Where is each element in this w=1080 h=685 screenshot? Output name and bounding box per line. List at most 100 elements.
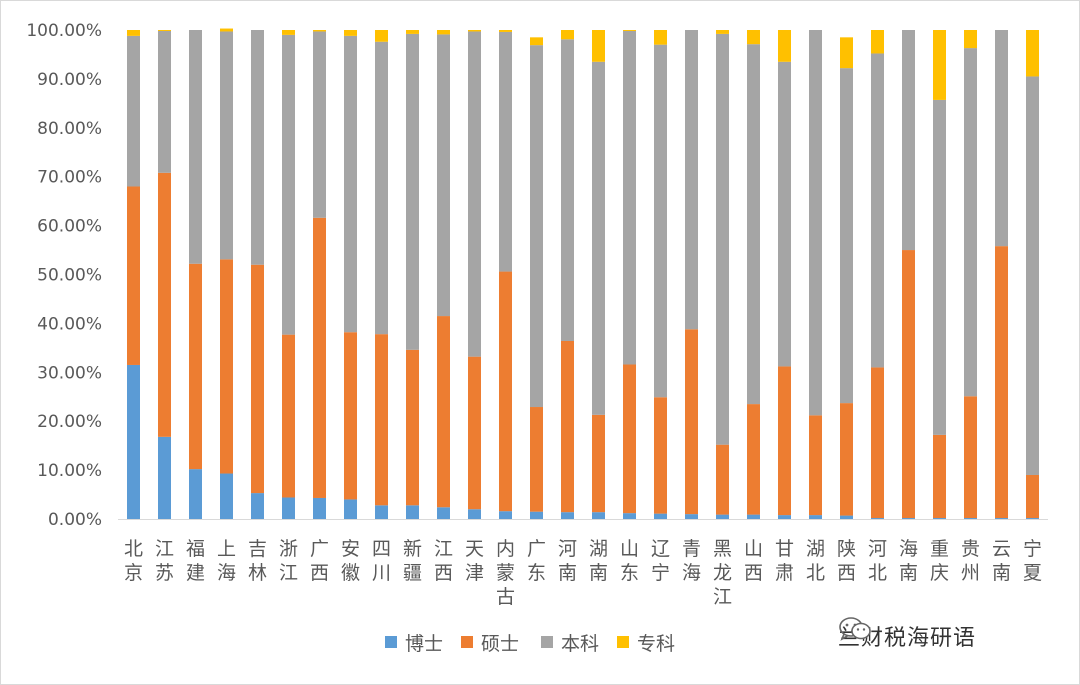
- bar-segment: [127, 30, 140, 36]
- bar-segment: [933, 434, 946, 519]
- bar-segment: [499, 511, 512, 519]
- bar-segment: [747, 30, 760, 45]
- bar-segment: [127, 364, 140, 519]
- legend-label: 硕士: [481, 633, 519, 655]
- y-tick-label: 0.00%: [48, 510, 102, 530]
- bar-segment: [964, 48, 977, 397]
- x-tick-label: 贵州: [961, 538, 980, 584]
- bar-segment: [778, 366, 791, 516]
- y-axis: 0.00% 10.00% 20.00% 30.00% 40.00% 50.00% 60.00…: [26, 21, 102, 530]
- x-tick-label: 山西: [744, 538, 763, 584]
- y-tick-label: 10.00%: [37, 461, 102, 481]
- bar-segment: [871, 30, 884, 54]
- bar-segment: [437, 34, 450, 317]
- bar-segment: [220, 473, 233, 519]
- bar-segment: [871, 53, 884, 368]
- bar-segment: [220, 28, 233, 32]
- bar-segment: [1026, 474, 1039, 519]
- legend-swatch: [617, 636, 629, 648]
- bar-segment: [623, 30, 636, 365]
- bar-segment: [995, 30, 1008, 247]
- x-tick-label: 湖北: [806, 538, 825, 584]
- y-tick-label: 60.00%: [37, 217, 102, 237]
- bar-segment: [809, 30, 822, 416]
- bar-segment: [127, 186, 140, 365]
- y-tick-label: 80.00%: [37, 119, 102, 139]
- bar-segment: [158, 30, 171, 173]
- bar-segment: [654, 513, 667, 519]
- bar-segment: [871, 367, 884, 519]
- bar-segment: [840, 68, 853, 404]
- bar-segment: [561, 39, 574, 342]
- legend-label: 本科: [561, 633, 599, 655]
- x-tick-label: 安徽: [341, 538, 360, 584]
- bar-segment: [654, 44, 667, 398]
- bar-segment: [530, 37, 543, 46]
- legend-swatch: [461, 636, 473, 648]
- bar-segment: [499, 31, 512, 272]
- x-tick-label: 广西: [310, 538, 329, 584]
- y-tick-label: 30.00%: [37, 363, 102, 383]
- x-tick-label: 四川: [372, 538, 391, 584]
- bar-segment: [344, 499, 357, 519]
- bar-segment: [747, 404, 760, 515]
- bar-segment: [623, 30, 636, 31]
- x-tick-label: 青海: [682, 538, 701, 584]
- bar-segment: [1026, 30, 1039, 77]
- bar-segment: [685, 30, 698, 330]
- watermark: 兰财税海研语: [838, 616, 976, 656]
- y-tick-label: 90.00%: [37, 70, 102, 90]
- bar-segment: [313, 497, 326, 519]
- bar-segment: [344, 332, 357, 500]
- bar-segment: [623, 364, 636, 514]
- bar-segment: [840, 37, 853, 69]
- bar-segment: [499, 271, 512, 512]
- x-tick-label: 江西: [434, 538, 453, 584]
- bar-segment: [499, 30, 512, 32]
- bar-segment: [530, 45, 543, 408]
- bars: [127, 28, 1039, 519]
- y-tick-label: 20.00%: [37, 412, 102, 432]
- bar-segment: [530, 511, 543, 519]
- legend-swatch: [541, 636, 553, 648]
- bar-segment: [747, 514, 760, 519]
- bar-segment: [344, 30, 357, 36]
- bar-segment: [189, 30, 202, 264]
- y-tick-label: 70.00%: [37, 168, 102, 188]
- x-tick-label: 天津: [465, 538, 484, 584]
- x-tick-label: 云南: [992, 538, 1011, 584]
- x-tick-label: 广东: [527, 538, 546, 584]
- x-tick-label: 北京: [124, 538, 143, 584]
- bar-segment: [809, 415, 822, 516]
- bar-segment: [406, 30, 419, 34]
- bar-segment: [127, 35, 140, 187]
- x-tick-label: 宁夏: [1023, 538, 1042, 584]
- bar-segment: [375, 505, 388, 519]
- bar-segment: [158, 172, 171, 437]
- bar-segment: [251, 493, 264, 519]
- bar-segment: [778, 515, 791, 519]
- bar-segment: [809, 515, 822, 519]
- bar-segment: [437, 30, 450, 35]
- bar-segment: [840, 515, 853, 519]
- x-tick-label: 湖南: [589, 538, 608, 584]
- bar-segment: [468, 509, 481, 519]
- x-tick-label: 上海: [217, 538, 236, 584]
- bar-segment: [840, 403, 853, 516]
- x-tick-label: 河南: [558, 538, 577, 584]
- y-tick-label: 40.00%: [37, 314, 102, 334]
- bar-segment: [592, 61, 605, 415]
- bar-segment: [778, 61, 791, 367]
- bar-segment: [964, 396, 977, 519]
- bar-segment: [902, 250, 915, 519]
- wechat-icon: [839, 617, 871, 641]
- x-tick-label: 江苏: [155, 538, 174, 584]
- bar-segment: [561, 30, 574, 40]
- x-axis: 北京江苏福建上海吉林浙江广西安徽四川新疆江西天津内蒙古广东河南湖南山东辽宁青海黑…: [118, 519, 1048, 608]
- bar-segment: [158, 30, 171, 31]
- bar-segment: [282, 30, 295, 35]
- y-tick-label: 50.00%: [37, 266, 102, 286]
- bar-segment: [468, 30, 481, 32]
- bar-segment: [716, 444, 729, 515]
- bar-segment: [406, 33, 419, 350]
